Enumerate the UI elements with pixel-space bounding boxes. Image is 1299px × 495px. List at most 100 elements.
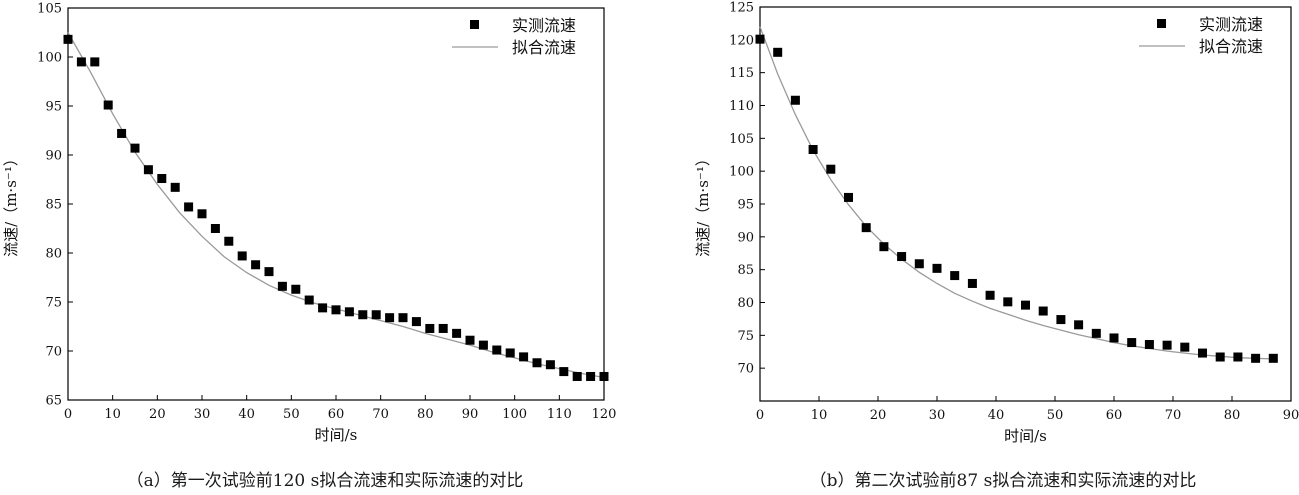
y-tick-label: 100 <box>729 165 754 180</box>
data-point <box>1074 320 1084 330</box>
data-point <box>932 263 942 273</box>
data-point <box>318 303 328 313</box>
x-tick-label: 60 <box>328 407 345 422</box>
data-point <box>532 358 542 368</box>
data-point <box>572 371 582 381</box>
x-tick-label: 20 <box>149 407 166 422</box>
data-point <box>599 371 609 381</box>
data-point <box>914 259 924 269</box>
data-point <box>950 271 960 281</box>
data-point <box>143 165 153 175</box>
y-axis-label: 流速/（m·s⁻¹） <box>694 151 712 257</box>
data-point <box>1180 342 1190 352</box>
data-point <box>897 252 907 262</box>
chart-a: 0 10 20 30 40 50 60 70 80 90 100 110 120 65 70 75 80 85 90… <box>2 2 616 445</box>
data-point <box>879 242 889 252</box>
data-point <box>103 100 113 110</box>
data-point <box>304 295 314 305</box>
data-point <box>985 290 995 300</box>
y-tick-label: 105 <box>729 132 754 147</box>
data-point <box>1003 297 1013 307</box>
x-tick-label: 30 <box>194 407 211 422</box>
data-point <box>773 47 783 57</box>
data-point <box>251 260 261 270</box>
data-point <box>844 192 853 202</box>
x-tick-label: 40 <box>238 407 255 422</box>
y-axis-label: 流速/（m·s⁻¹） <box>2 151 20 257</box>
x-tick-label: 100 <box>502 407 527 422</box>
data-point <box>157 174 167 184</box>
data-point <box>1215 352 1225 362</box>
data-point <box>1144 340 1154 350</box>
x-tick-label: 110 <box>547 407 572 422</box>
y-tick-label: 75 <box>45 296 62 311</box>
data-point <box>117 128 127 138</box>
data-point <box>478 340 488 350</box>
y-tick-label: 100 <box>37 51 62 66</box>
data-point <box>411 317 421 327</box>
data-point <box>755 34 765 44</box>
data-point <box>1127 338 1137 348</box>
x-tick-label: 50 <box>1047 408 1064 423</box>
y-tick-label: 95 <box>45 100 62 115</box>
data-point <box>291 284 301 294</box>
data-point <box>826 164 836 174</box>
data-point <box>184 202 194 212</box>
data-point <box>371 310 381 320</box>
data-point <box>344 307 354 317</box>
data-point <box>210 224 220 233</box>
data-point <box>1198 348 1207 358</box>
y-tick-label: 80 <box>45 247 62 262</box>
plot-frame <box>67 7 605 401</box>
data-point <box>452 328 462 338</box>
x-tick-label: 80 <box>1224 408 1241 423</box>
data-point <box>545 360 555 370</box>
y-tick-label: 115 <box>729 66 754 81</box>
legend-marker <box>470 20 479 29</box>
x-tick-label: 90 <box>1283 408 1299 423</box>
legend-label: 拟合流速 <box>512 38 576 57</box>
x-tick-label: 60 <box>1106 408 1123 423</box>
data-point <box>385 313 395 323</box>
data-point <box>197 209 207 219</box>
x-axis-label: 时间/s <box>1004 427 1047 445</box>
legend-label: 实测流速 <box>512 16 576 35</box>
y-tick-label: 125 <box>729 1 754 16</box>
x-tick-label: 10 <box>104 407 121 422</box>
y-tick-label: 85 <box>737 263 754 278</box>
data-point <box>237 251 247 261</box>
y-tick-label: 90 <box>45 149 62 164</box>
data-point <box>1233 352 1243 362</box>
data-point <box>465 335 475 345</box>
data-point <box>130 143 140 153</box>
x-tick-label: 80 <box>417 407 434 422</box>
data-point <box>967 278 977 288</box>
fit-line <box>67 32 605 379</box>
caption-chart-b: （b）第二次试验前87 s拟合流速和实际流速的对比 <box>809 471 1197 491</box>
data-point <box>425 323 435 333</box>
data-point <box>224 236 234 246</box>
y-tick-label: 70 <box>737 362 754 377</box>
data-point <box>559 367 569 377</box>
x-tick-label: 40 <box>988 408 1005 423</box>
data-point <box>1038 306 1048 316</box>
data-point <box>1021 300 1030 310</box>
data-point <box>492 345 502 355</box>
legend-label: 拟合流速 <box>1199 37 1263 56</box>
data-point <box>1251 353 1261 363</box>
data-point <box>1056 315 1066 325</box>
chart-b: 0 10 20 30 40 50 60 70 80 90 70 75 80 85 90 95 100 105 110… <box>694 1 1299 446</box>
data-point <box>586 371 596 381</box>
data-point <box>519 352 529 362</box>
x-tick-label: 70 <box>1165 408 1182 423</box>
data-point <box>790 95 800 105</box>
x-axis-label: 时间/s <box>315 426 358 444</box>
caption-chart-a: （a）第一次试验前120 s拟合流速和实际流速的对比 <box>126 471 524 491</box>
data-point <box>1162 340 1172 350</box>
y-tick-label: 105 <box>37 2 62 17</box>
data-point <box>90 57 100 67</box>
data-point <box>398 313 408 323</box>
legend-label: 实测流速 <box>1199 15 1263 34</box>
data-point <box>1109 333 1119 343</box>
